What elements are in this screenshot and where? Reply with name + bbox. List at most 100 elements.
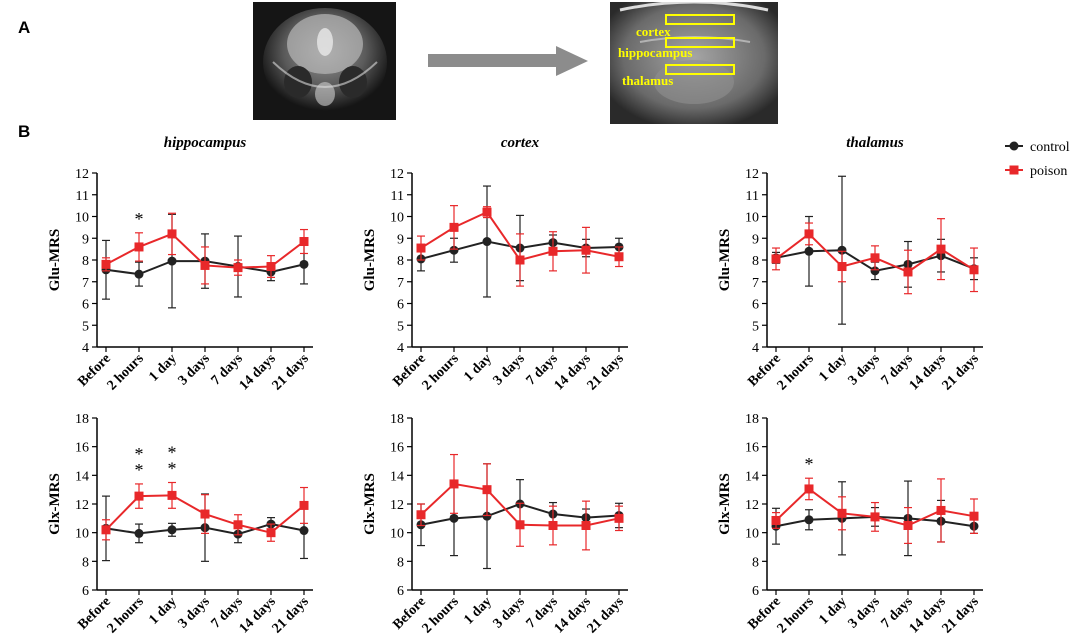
chart-5-series-control-point	[449, 513, 459, 523]
chart-2-y-tick-label: 6	[397, 298, 404, 313]
chart-4-significance-star: *	[168, 443, 177, 463]
chart-1-y-tick-label: 10	[75, 211, 89, 226]
chart-4-y-tick-label: 8	[82, 555, 89, 570]
chart-2-y-tick-label: 8	[397, 254, 404, 269]
chart-6-y-tick-label: 10	[745, 527, 759, 542]
mri-coronal-image: cortex hippocampus thalamus	[610, 2, 778, 124]
chart-1-series-control-point	[167, 256, 177, 266]
chart-3-series-poison-point	[936, 244, 946, 254]
chart-6-y-tick-label: 6	[752, 584, 759, 599]
chart-4-series-poison-point	[134, 491, 144, 501]
chart-3-y-tick-label: 9	[752, 232, 759, 247]
chart-2-series-poison-point	[416, 243, 426, 253]
chart-3-y-tick-label: 12	[745, 167, 759, 182]
chart-6-x-tick-label: 21 days	[940, 594, 983, 637]
chart-3-y-tick-label: 11	[746, 189, 759, 204]
chart-5-series-poison-point	[581, 521, 591, 530]
chart-1-y-axis-label: Glu-MRS	[47, 229, 63, 292]
chart-4-x-tick-label: 1 day	[146, 594, 179, 627]
chart-4-series-poison-point	[299, 500, 309, 510]
chart-4-significance-star: *	[168, 459, 177, 479]
chart-1-x-tick-label: 2 hours	[105, 351, 148, 394]
chart-5-y-tick-label: 18	[390, 412, 404, 427]
chart-5-y-tick-label: 10	[390, 527, 404, 542]
chart-1-significance-star: *	[135, 209, 144, 229]
chart-6-series-poison-point	[837, 508, 847, 518]
chart-1-y-tick-label: 5	[82, 319, 89, 334]
chart-3-y-tick-label: 6	[752, 298, 759, 313]
chart-4-series-poison-point	[266, 528, 276, 538]
chart-6-series-poison-point	[804, 484, 814, 494]
chart-3-x-tick-label: 2 hours	[775, 351, 818, 394]
chart-2-title: cortex	[501, 135, 540, 151]
chart-5-x-tick-label: 3 days	[491, 594, 529, 632]
legend-marker-control	[1009, 141, 1019, 151]
arrow-icon	[428, 46, 588, 76]
chart-3-series-control-point	[804, 246, 814, 256]
chart-4-series-poison-point	[200, 509, 210, 519]
chart-4-series-poison-point	[101, 525, 111, 535]
chart-3-y-tick-label: 10	[745, 211, 759, 226]
chart-6-y-tick-label: 16	[745, 441, 759, 456]
chart-1-title: hippocampus	[164, 135, 247, 151]
chart-1-y-tick-label: 12	[75, 167, 89, 182]
chart-1-x-tick-label: 1 day	[146, 351, 179, 384]
chart-3-x-tick-label: 3 days	[846, 351, 884, 389]
chart-4-x-tick-label: 21 days	[270, 594, 313, 637]
chart-2-y-tick-label: 11	[391, 189, 404, 204]
chart-6-series-poison-point	[870, 512, 880, 522]
chart-2-series-poison-point	[482, 207, 492, 217]
chart-1-y-tick-label: 4	[82, 341, 89, 356]
chart-6-series-poison-point	[771, 515, 781, 525]
chart-1-x-tick-label: 21 days	[270, 351, 313, 394]
chart-4-series-poison-point	[233, 520, 243, 530]
chart-6-series-control-point	[804, 515, 814, 525]
chart-4-y-tick-label: 14	[75, 469, 89, 484]
chart-4-y-tick-label: 18	[75, 412, 89, 427]
chart-3-y-axis-label: Glu-MRS	[717, 229, 733, 292]
chart-1-series-poison-point	[101, 259, 111, 269]
chart-5-series-poison-point	[614, 513, 624, 523]
chart-3-y-tick-label: 7	[752, 276, 759, 291]
legend-label-control: control	[1030, 140, 1070, 155]
chart-2-series-control-point	[449, 245, 459, 255]
chart-1-series-poison-point	[134, 242, 144, 252]
chart-5-series-poison-point	[482, 485, 492, 495]
chart-3-x-tick-label: 1 day	[816, 351, 849, 384]
chart-1-series-control-point	[134, 269, 144, 279]
chart-5-y-tick-label: 16	[390, 441, 404, 456]
chart-6-series-poison-point	[936, 505, 946, 515]
chart-4-y-tick-label: 12	[75, 498, 89, 513]
chart-3-y-tick-label: 5	[752, 319, 759, 334]
chart-5-x-tick-label: 2 hours	[420, 594, 463, 637]
roi-box-hippocampus	[665, 37, 735, 48]
chart-3-series-poison-point	[771, 254, 781, 264]
chart-4-significance-star: *	[135, 444, 144, 464]
chart-1-y-tick-label: 11	[76, 189, 89, 204]
chart-6-series-poison-point	[903, 521, 913, 530]
chart-2-x-tick-label: 1 day	[461, 351, 494, 384]
roi-label-thalamus: thalamus	[622, 73, 674, 88]
chart-4-significance-star: *	[135, 460, 144, 480]
chart-1-series-poison-point	[200, 260, 210, 270]
chart-4-series-control-point	[299, 526, 309, 536]
chart-2-y-tick-label: 9	[397, 232, 404, 247]
chart-5-series-poison-point	[416, 510, 426, 520]
chart-4-y-tick-label: 16	[75, 441, 89, 456]
chart-3-series-control-point	[837, 245, 847, 255]
chart-6-series-poison-point	[969, 511, 979, 521]
chart-5-y-tick-label: 8	[397, 555, 404, 570]
chart-1-x-tick-label: 3 days	[176, 351, 214, 389]
chart-6-x-tick-label: 1 day	[816, 594, 849, 627]
chart-5-series-control-point	[482, 511, 492, 521]
chart-2-y-tick-label: 5	[397, 319, 404, 334]
mri-axial-image	[253, 2, 396, 120]
chart-3-y-tick-label: 4	[752, 341, 759, 356]
chart-1-y-tick-label: 9	[82, 232, 89, 247]
chart-6-y-tick-label: 8	[752, 555, 759, 570]
chart-3-series-poison-point	[969, 265, 979, 275]
chart-3-title: thalamus	[846, 135, 904, 151]
chart-5-y-tick-label: 14	[390, 469, 404, 484]
roi-box-thalamus	[665, 64, 735, 75]
chart-2-y-tick-label: 10	[390, 211, 404, 226]
